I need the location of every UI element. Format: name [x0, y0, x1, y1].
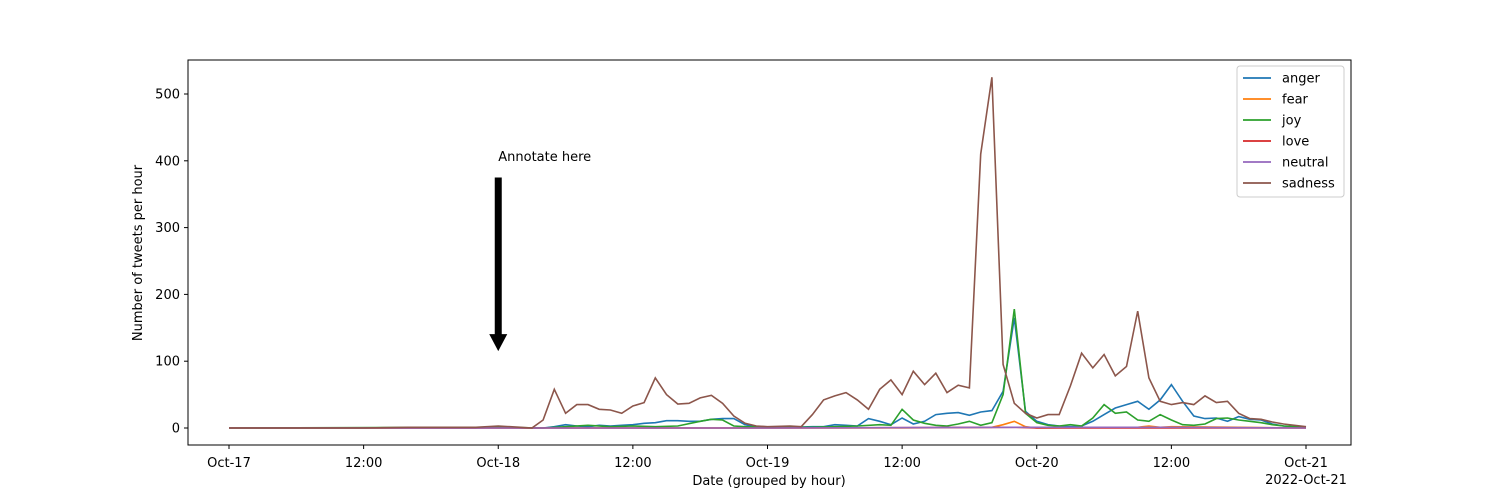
annotation-arrow [489, 177, 508, 352]
annotation-text: Annotate here [498, 150, 591, 165]
y-tick-label: 200 [155, 288, 180, 303]
y-axis: 0 100 200 300 400 500 [155, 88, 188, 437]
legend-label-love: love [1282, 135, 1309, 150]
x-tick-label: 12:00 [883, 456, 920, 471]
x-axis: Oct-17 12:00 Oct-18 12:00 Oct-19 12:00 Oct-20 1… [207, 445, 1328, 471]
x-tick-label: 12:00 [1153, 456, 1190, 471]
legend-label-joy: joy [1281, 114, 1302, 129]
series-line-sadness [229, 77, 1307, 429]
x-tick-label: 12:00 [614, 456, 651, 471]
x-tick-label: 12:00 [345, 456, 382, 471]
plot-frame [187, 59, 1352, 446]
x-tick-label: Oct-20 [1015, 456, 1059, 471]
y-axis-label: Number of tweets per hour [131, 164, 146, 341]
x-tick-label: Oct-19 [746, 456, 790, 471]
y-tick-label: 400 [155, 154, 180, 169]
y-tick-label: 500 [155, 88, 180, 103]
legend: anger fear joy love neutral sadness [1236, 65, 1345, 198]
x-tick-label: Oct-17 [207, 456, 251, 471]
y-tick-label: 0 [172, 422, 180, 437]
y-tick-label: 100 [155, 355, 180, 370]
legend-label-fear: fear [1282, 93, 1309, 108]
series-layer [228, 77, 1307, 429]
x-axis-label: Date (grouped by hour) [692, 474, 845, 489]
x-offset-label: 2022-Oct-21 [1265, 473, 1347, 488]
x-tick-label: Oct-18 [476, 456, 520, 471]
legend-label-neutral: neutral [1282, 156, 1329, 171]
x-tick-label: Oct-21 [1284, 456, 1328, 471]
annotation: Annotate here [489, 150, 591, 352]
series-line-neutral [229, 426, 1307, 429]
series-line-anger [229, 317, 1307, 429]
legend-label-sadness: sadness [1282, 177, 1335, 192]
series-line-joy [228, 308, 1307, 429]
y-tick-label: 300 [155, 221, 180, 236]
legend-label-anger: anger [1282, 72, 1320, 87]
